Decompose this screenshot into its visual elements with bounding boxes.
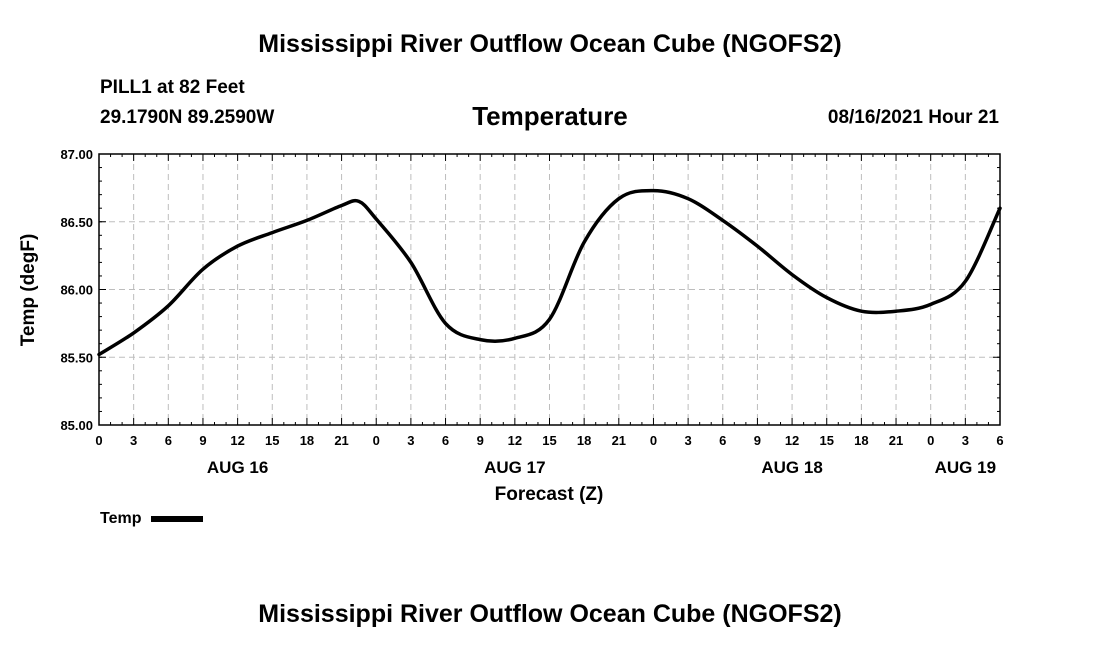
x-tick-label: 0: [373, 433, 380, 448]
label-layer: 0 3 6 9 12 15 18 21 0 3 6 9 12 15 18 21 0 3 6 9 12 15 18 21 0 3 6 8…: [60, 147, 1003, 477]
date-label: AUG 17: [484, 458, 545, 477]
y-tick-label: 86.50: [60, 215, 93, 230]
x-tick-label: 12: [508, 433, 522, 448]
series-layer: [97, 188, 1002, 357]
x-tick-label: 6: [996, 433, 1003, 448]
y-tick-label: 87.00: [60, 147, 93, 162]
x-tick-label: 15: [542, 433, 556, 448]
x-tick-label: 15: [819, 433, 833, 448]
x-tick-label: 3: [130, 433, 137, 448]
plot-frame: [98, 153, 1001, 426]
date-label: AUG 16: [207, 458, 268, 477]
legend-line-swatch: [151, 516, 204, 522]
coordinates-label: 29.1790N 89.2590W: [100, 107, 275, 128]
x-tick-label: 0: [95, 433, 102, 448]
variable-title: Temperature: [472, 101, 628, 131]
grid-layer: [99, 154, 1000, 425]
x-tick-label: 6: [442, 433, 449, 448]
x-tick-label: 3: [407, 433, 414, 448]
legend-label: Temp: [100, 510, 142, 527]
chart-title: Mississippi River Outflow Ocean Cube (NG…: [258, 30, 842, 58]
x-tick-label: 12: [785, 433, 799, 448]
x-tick-label: 0: [927, 433, 934, 448]
x-tick-label: 9: [477, 433, 484, 448]
date-label: AUG 18: [761, 458, 822, 477]
x-tick-label: 21: [889, 433, 903, 448]
y-tick-label: 85.00: [60, 418, 93, 433]
x-axis-title: Forecast (Z): [495, 484, 604, 505]
x-tick-label: 9: [199, 433, 206, 448]
y-tick-label: 85.50: [60, 350, 93, 365]
x-tick-label: 9: [754, 433, 761, 448]
x-tick-label: 12: [230, 433, 244, 448]
x-tick-label: 0: [650, 433, 657, 448]
x-tick-label: 6: [165, 433, 172, 448]
x-tick-label: 15: [265, 433, 279, 448]
y-axis-title: Temp (degF): [18, 234, 39, 347]
x-tick-label: 18: [854, 433, 868, 448]
temp-series-line: [97, 188, 1002, 357]
x-tick-label: 3: [684, 433, 691, 448]
date-label: AUG 19: [935, 458, 996, 477]
footer-title: Mississippi River Outflow Ocean Cube (NG…: [258, 600, 842, 628]
x-tick-label: 21: [612, 433, 626, 448]
y-tick-label: 86.00: [60, 283, 93, 298]
station-label: PILL1 at 82 Feet: [100, 77, 245, 98]
x-tick-label: 18: [577, 433, 591, 448]
x-tick-label: 3: [962, 433, 969, 448]
legend: Temp: [100, 510, 204, 528]
issued-time-label: 08/16/2021 Hour 21: [827, 107, 999, 128]
x-tick-label: 21: [334, 433, 348, 448]
x-tick-label: 18: [300, 433, 314, 448]
x-tick-label: 6: [719, 433, 726, 448]
